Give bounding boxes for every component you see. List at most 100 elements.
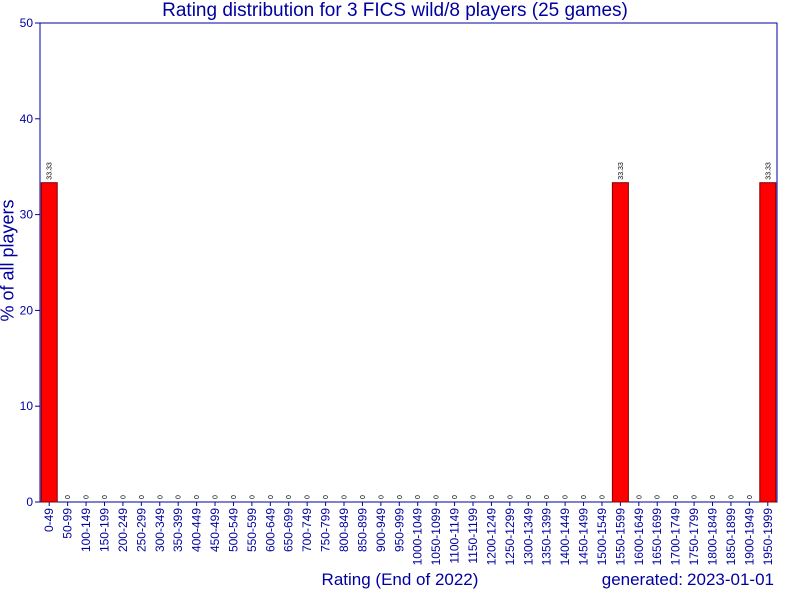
x-tick-label: 1200-1249 xyxy=(484,508,498,566)
generated-date: 2023-01-01 xyxy=(687,570,774,589)
x-tick-label: 850-899 xyxy=(355,508,369,552)
bar xyxy=(40,182,58,503)
data-label: 0 xyxy=(249,495,256,499)
data-label: 0 xyxy=(102,495,109,499)
data-label: 0 xyxy=(231,495,238,499)
x-tick-label: 800-849 xyxy=(337,508,351,552)
data-label: 0 xyxy=(507,495,514,499)
data-label: 0 xyxy=(157,495,164,499)
x-axis-label: Rating (End of 2022) xyxy=(321,570,479,589)
data-label: 0 xyxy=(692,495,699,499)
data-label: 0 xyxy=(415,495,422,499)
data-label: 33.33 xyxy=(618,162,625,180)
x-tick-label: 1600-1649 xyxy=(632,508,646,566)
x-tick-label: 1050-1099 xyxy=(429,508,443,566)
data-label: 0 xyxy=(673,495,680,499)
data-label: 0 xyxy=(710,495,717,499)
data-label: 0 xyxy=(268,495,275,499)
x-tick-label: 1750-1799 xyxy=(687,508,701,566)
data-label: 0 xyxy=(526,495,533,499)
y-tick-label: 40 xyxy=(20,112,34,126)
x-tick-label: 1900-1949 xyxy=(742,508,756,566)
x-tick-label: 1100-1149 xyxy=(448,508,462,564)
data-label: 0 xyxy=(655,495,662,499)
x-tick-label: 700-749 xyxy=(300,508,314,552)
data-labels: 33.33 0 0 0 0 0 0 0 0 0 0 0 0 0 0 0 0 0 0 0 0 0 0 0 0 0 0 0 0 0 0 33.33… xyxy=(47,162,773,499)
bar xyxy=(611,182,629,503)
data-label: 0 xyxy=(489,495,496,499)
plot-frame xyxy=(39,22,778,503)
data-label: 0 xyxy=(84,495,91,499)
data-label: 0 xyxy=(728,495,735,499)
data-label: 0 xyxy=(378,495,385,499)
data-label: 0 xyxy=(470,495,477,499)
data-label: 0 xyxy=(120,495,127,499)
x-tick-label: 950-999 xyxy=(392,508,406,552)
x-tick-label: 50-99 xyxy=(61,508,75,539)
x-tick-label: 1450-1499 xyxy=(577,508,591,566)
data-label: 33.33 xyxy=(47,162,54,180)
data-label: 0 xyxy=(434,495,441,499)
data-label: 0 xyxy=(305,495,312,499)
x-tick-label: 1800-1849 xyxy=(706,508,720,566)
x-tick-label: 1350-1399 xyxy=(540,508,554,566)
y-tick-labels: 0 10 20 30 40 50 xyxy=(20,16,34,509)
x-tick-label: 750-799 xyxy=(319,508,333,552)
x-tick-label: 900-949 xyxy=(374,508,388,552)
x-tick-label: 650-699 xyxy=(282,508,296,552)
x-tick-label: 150-199 xyxy=(97,508,111,552)
data-label: 0 xyxy=(213,495,220,499)
generated-stamp: generated: 2023-01-01 xyxy=(602,570,774,590)
x-tick-label: 1000-1049 xyxy=(411,508,425,566)
data-label: 0 xyxy=(636,495,643,499)
x-tick-label: 1650-1699 xyxy=(650,508,664,566)
x-tick-label: 250-299 xyxy=(134,508,148,552)
data-label: 0 xyxy=(452,495,459,499)
data-label: 0 xyxy=(563,495,570,499)
x-tick-label: 1250-1299 xyxy=(503,508,517,566)
data-label: 0 xyxy=(194,495,201,499)
x-tick-label: 350-399 xyxy=(171,508,185,552)
x-tick-label: 550-599 xyxy=(245,508,259,552)
x-tick-label: 0-49 xyxy=(42,508,56,532)
y-tick-label: 20 xyxy=(20,303,34,317)
x-tick-labels: 0-49 50-99 100-149 150-199 200-249 250-299 300… xyxy=(42,508,775,566)
chart-axes xyxy=(35,22,778,506)
x-tick-label: 1500-1549 xyxy=(595,508,609,566)
x-tick-label: 1950-1999 xyxy=(761,508,775,566)
data-label: 0 xyxy=(342,495,349,499)
x-tick-label: 400-449 xyxy=(190,508,204,552)
x-tick-label: 500-549 xyxy=(226,508,240,552)
x-tick-label: 300-349 xyxy=(153,508,167,552)
data-label: 0 xyxy=(139,495,146,499)
x-tick-label: 1150-1199 xyxy=(466,508,480,564)
data-label: 0 xyxy=(323,495,330,499)
data-label: 0 xyxy=(581,495,588,499)
y-tick-label: 30 xyxy=(20,208,34,222)
x-tick-label: 1700-1749 xyxy=(669,508,683,566)
data-label: 0 xyxy=(286,495,293,499)
data-label: 0 xyxy=(544,495,551,499)
generated-label: generated: xyxy=(601,570,684,589)
y-tick-label: 10 xyxy=(20,399,34,413)
data-label: 33.33 xyxy=(765,162,772,180)
y-axis-label: % of all players xyxy=(0,199,18,321)
x-tick-label: 1850-1899 xyxy=(724,508,738,566)
data-label: 0 xyxy=(747,495,754,499)
x-tick-label: 100-149 xyxy=(79,508,93,552)
data-label: 0 xyxy=(360,495,367,499)
x-tick-label: 200-249 xyxy=(116,508,130,552)
x-tick-label: 450-499 xyxy=(208,508,222,552)
y-tick-label: 0 xyxy=(26,495,33,509)
bar-series xyxy=(40,182,777,503)
chart-title: Rating distribution for 3 FICS wild/8 pl… xyxy=(162,0,628,21)
bar xyxy=(759,182,777,503)
x-tick-label: 600-649 xyxy=(263,508,277,552)
data-label: 0 xyxy=(397,495,404,499)
x-tick-label: 1300-1349 xyxy=(521,508,535,566)
data-label: 0 xyxy=(65,495,72,499)
x-tick-label: 1400-1449 xyxy=(558,508,572,566)
data-label: 0 xyxy=(176,495,183,499)
y-tick-label: 50 xyxy=(20,16,34,30)
